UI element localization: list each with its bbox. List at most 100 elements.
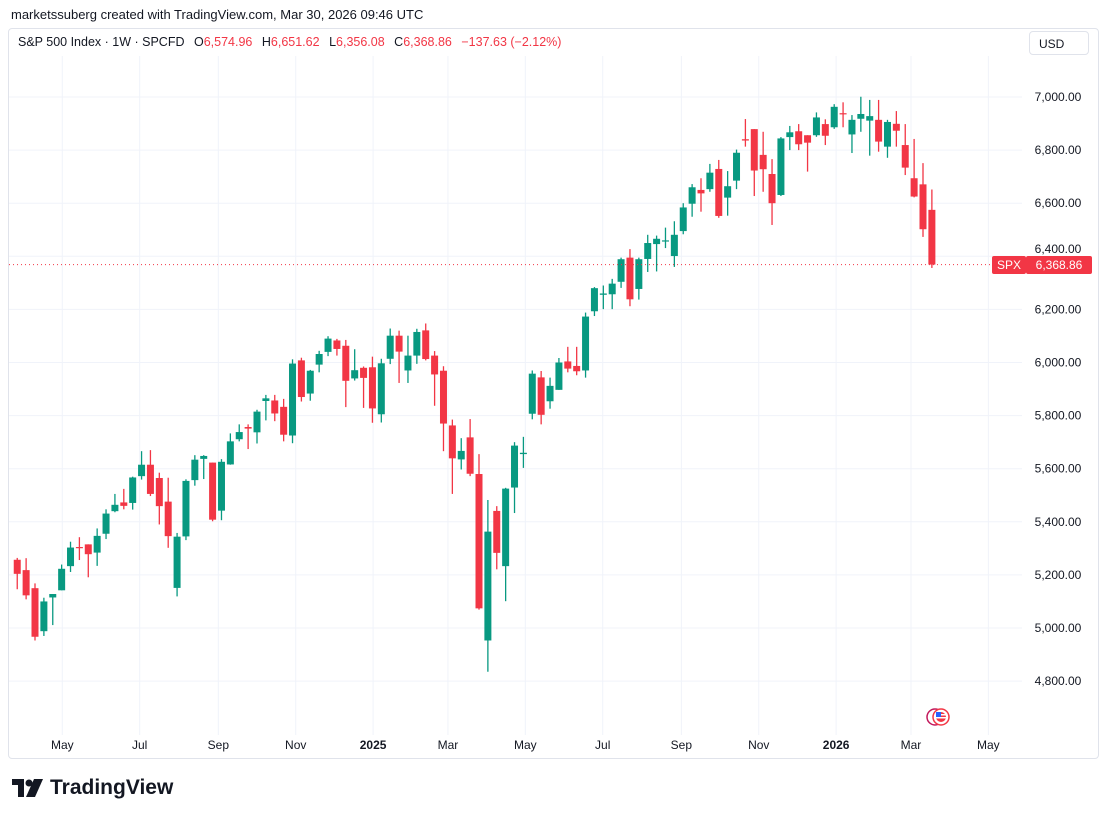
candle[interactable] — [67, 541, 75, 572]
candle[interactable] — [209, 462, 217, 522]
candle[interactable] — [31, 583, 39, 641]
candle[interactable] — [466, 419, 474, 477]
candle[interactable] — [333, 338, 341, 356]
candle[interactable] — [439, 366, 447, 452]
candle[interactable] — [49, 594, 57, 626]
candle[interactable] — [111, 493, 119, 513]
candle[interactable] — [315, 350, 323, 373]
candle[interactable] — [679, 203, 687, 235]
candle[interactable] — [573, 346, 581, 376]
candle[interactable] — [883, 119, 891, 158]
candle[interactable] — [217, 459, 225, 521]
candle[interactable] — [368, 356, 376, 423]
candle[interactable] — [395, 330, 403, 383]
candle[interactable] — [484, 500, 492, 672]
candle[interactable] — [431, 351, 439, 406]
candle[interactable] — [155, 472, 163, 525]
tradingview-logo[interactable]: TradingView — [12, 776, 173, 800]
candle[interactable] — [688, 184, 696, 217]
candle[interactable] — [661, 227, 669, 249]
candle[interactable] — [138, 451, 146, 480]
candle[interactable] — [608, 278, 616, 310]
candle[interactable] — [457, 438, 465, 470]
candle[interactable] — [262, 394, 270, 421]
candle[interactable] — [120, 488, 128, 510]
candle[interactable] — [839, 102, 847, 128]
candle[interactable] — [40, 597, 48, 636]
candle[interactable] — [590, 287, 598, 317]
candle[interactable] — [244, 424, 252, 450]
candle[interactable] — [724, 171, 732, 216]
candle[interactable] — [759, 131, 767, 192]
candle[interactable] — [519, 436, 527, 468]
candle[interactable] — [546, 377, 554, 409]
candle[interactable] — [635, 257, 643, 300]
candle[interactable] — [741, 119, 749, 147]
candle[interactable] — [342, 339, 350, 408]
candle[interactable] — [511, 442, 519, 514]
candle[interactable] — [537, 370, 545, 425]
candle[interactable] — [502, 487, 510, 602]
candle[interactable] — [84, 544, 92, 578]
candle[interactable] — [448, 419, 456, 494]
candle[interactable] — [253, 409, 261, 444]
candle[interactable] — [191, 455, 199, 486]
candle[interactable] — [804, 135, 812, 172]
candle[interactable] — [271, 394, 279, 422]
candle[interactable] — [670, 221, 678, 267]
candle[interactable] — [360, 366, 368, 408]
candle[interactable] — [13, 557, 21, 590]
candle[interactable] — [280, 398, 288, 442]
candle[interactable] — [200, 455, 208, 480]
candle[interactable] — [386, 328, 394, 365]
candle[interactable] — [626, 249, 634, 307]
candle[interactable] — [857, 96, 865, 132]
candle[interactable] — [892, 111, 900, 147]
candle[interactable] — [93, 528, 101, 566]
candle[interactable] — [564, 346, 572, 373]
candle[interactable] — [75, 537, 83, 561]
candle[interactable] — [777, 137, 785, 197]
candle[interactable] — [422, 323, 430, 361]
candle[interactable] — [164, 477, 172, 548]
us-flag-event-icon[interactable] — [926, 706, 950, 728]
candle[interactable] — [644, 234, 652, 272]
candle[interactable] — [173, 532, 181, 597]
candle[interactable] — [306, 369, 314, 401]
candle[interactable] — [715, 159, 723, 218]
candle[interactable] — [928, 189, 936, 268]
candle[interactable] — [582, 312, 590, 378]
candle[interactable] — [875, 99, 883, 152]
candle[interactable] — [653, 235, 661, 272]
candle[interactable] — [697, 178, 705, 212]
candle[interactable] — [812, 112, 820, 137]
candle[interactable] — [235, 424, 243, 442]
candle[interactable] — [599, 285, 607, 310]
candle[interactable] — [404, 335, 412, 383]
candle[interactable] — [768, 159, 776, 225]
candle[interactable] — [617, 257, 625, 288]
candle[interactable] — [493, 506, 501, 570]
currency-button[interactable]: USD — [1029, 31, 1089, 55]
candle[interactable] — [324, 336, 332, 357]
candle[interactable] — [289, 359, 297, 444]
candle[interactable] — [413, 328, 421, 364]
candle[interactable] — [901, 124, 909, 176]
candle[interactable] — [102, 509, 110, 540]
candle[interactable] — [830, 104, 838, 129]
candle[interactable] — [750, 129, 758, 197]
candle[interactable] — [226, 433, 234, 465]
candle[interactable] — [475, 454, 483, 610]
candle[interactable] — [182, 479, 190, 541]
candle[interactable] — [377, 358, 385, 423]
candle[interactable] — [821, 119, 829, 146]
candle[interactable] — [58, 564, 66, 591]
candle[interactable] — [528, 370, 536, 420]
candle[interactable] — [786, 125, 794, 151]
candle[interactable] — [910, 138, 918, 198]
candle[interactable] — [795, 124, 803, 151]
candle[interactable] — [848, 115, 856, 154]
candle[interactable] — [706, 163, 714, 192]
candle[interactable] — [866, 99, 874, 156]
